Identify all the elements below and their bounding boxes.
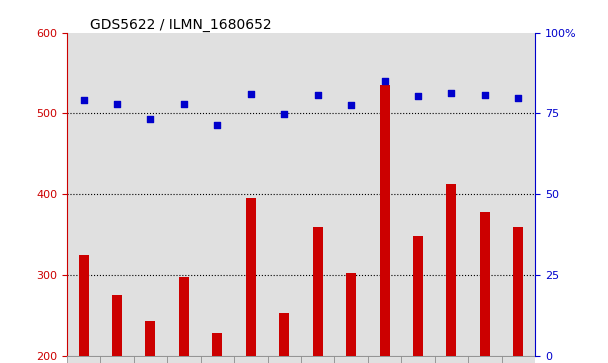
FancyBboxPatch shape <box>67 356 100 363</box>
FancyBboxPatch shape <box>167 356 201 363</box>
Point <box>279 111 289 117</box>
Point <box>112 101 122 107</box>
Bar <box>346 273 356 356</box>
Bar <box>435 33 468 356</box>
FancyBboxPatch shape <box>301 356 334 363</box>
FancyBboxPatch shape <box>368 356 401 363</box>
FancyBboxPatch shape <box>468 356 502 363</box>
Bar <box>334 33 368 356</box>
Text: GDS5622 / ILMN_1680652: GDS5622 / ILMN_1680652 <box>90 18 272 32</box>
Bar <box>201 33 234 356</box>
Bar <box>413 236 423 356</box>
FancyBboxPatch shape <box>401 356 435 363</box>
Bar <box>279 313 289 356</box>
Bar <box>67 33 100 356</box>
Point <box>347 102 356 107</box>
Bar <box>313 227 323 356</box>
Bar <box>179 277 189 356</box>
Point <box>480 92 490 98</box>
Point <box>379 78 389 84</box>
Bar <box>468 33 502 356</box>
Point <box>413 93 423 99</box>
Bar <box>480 212 490 356</box>
FancyBboxPatch shape <box>201 356 234 363</box>
Bar <box>134 33 167 356</box>
Point <box>145 116 155 122</box>
Bar <box>145 321 156 356</box>
FancyBboxPatch shape <box>134 356 167 363</box>
Bar <box>112 295 122 356</box>
FancyBboxPatch shape <box>435 356 468 363</box>
Point <box>179 101 188 107</box>
Bar <box>379 85 390 356</box>
Bar <box>212 333 223 356</box>
Bar <box>234 33 268 356</box>
Point <box>513 95 523 101</box>
Point <box>212 122 222 128</box>
Bar <box>368 33 401 356</box>
FancyBboxPatch shape <box>234 356 268 363</box>
Bar <box>268 33 301 356</box>
FancyBboxPatch shape <box>100 356 134 363</box>
Bar <box>100 33 134 356</box>
Point <box>313 92 322 98</box>
Bar <box>167 33 201 356</box>
FancyBboxPatch shape <box>502 356 535 363</box>
Bar <box>246 198 256 356</box>
Bar <box>446 184 457 356</box>
Bar <box>513 227 523 356</box>
Point <box>246 91 255 97</box>
Bar <box>401 33 435 356</box>
FancyBboxPatch shape <box>334 356 368 363</box>
Point <box>446 90 456 96</box>
Bar <box>301 33 334 356</box>
FancyBboxPatch shape <box>268 356 301 363</box>
Bar <box>78 255 89 356</box>
Bar <box>502 33 535 356</box>
Point <box>78 97 89 103</box>
